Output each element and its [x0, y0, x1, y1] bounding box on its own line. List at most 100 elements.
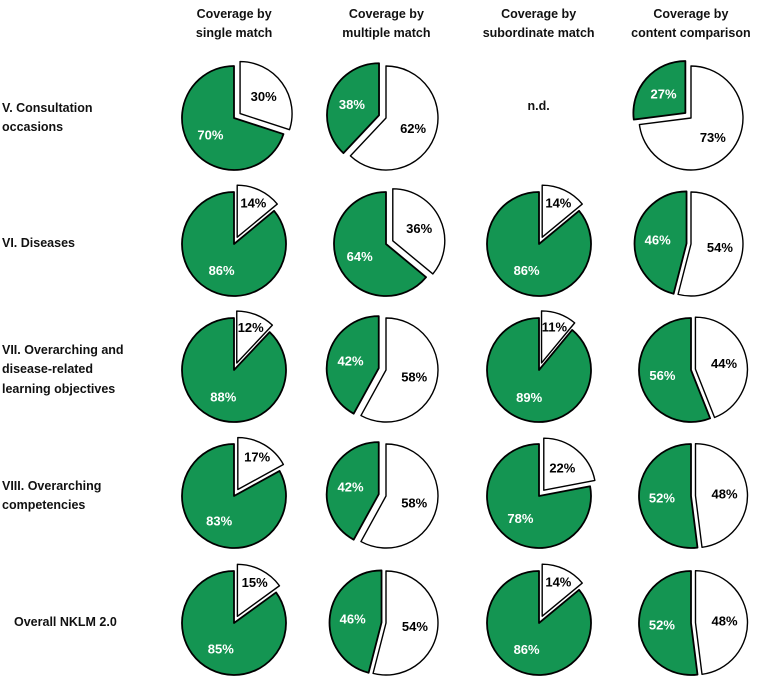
pie-r2c3: 86% 14% [463, 178, 615, 310]
pie-chart: 88% 12% [181, 310, 288, 423]
covered-percent-label: 46% [645, 232, 671, 247]
row-label: Overall NKLM 2.0 [0, 556, 158, 690]
not-covered-percent-label: 30% [251, 89, 277, 104]
not-covered-slice [541, 563, 583, 617]
covered-percent-label: 85% [208, 641, 234, 656]
pie-r1c1: 70% 30% [158, 52, 310, 184]
pie-chart: 86% 14% [485, 563, 592, 676]
covered-percent-label: 27% [650, 86, 676, 101]
not-covered-percent-label: 15% [242, 575, 268, 590]
row-label-line: occasions [2, 120, 64, 134]
covered-slice [485, 317, 592, 423]
covered-slice [637, 570, 699, 676]
row-label-line: V. Consultation [2, 100, 93, 115]
pie-r4c3: 78% 22% [463, 430, 615, 562]
covered-percent-label: 56% [649, 368, 675, 383]
not-covered-percent-label: 17% [244, 449, 270, 464]
covered-slice [633, 190, 688, 295]
covered-slice [181, 65, 285, 171]
row-label-line: disease-related [2, 362, 94, 377]
not-covered-percent-label: 54% [402, 619, 428, 634]
not-covered-slice [694, 443, 749, 549]
covered-percent-label: 70% [198, 128, 224, 143]
row-label-line: VI. Diseases [2, 236, 75, 251]
covered-percent-label: 78% [507, 511, 533, 526]
pie-chart: 86% 14% [181, 184, 288, 297]
not-covered-percent-label: 22% [549, 460, 575, 475]
covered-slice [485, 570, 592, 676]
pie-chart: 38% 62% [326, 62, 440, 171]
column-header-line: Coverage by [348, 7, 424, 21]
column-header-line: content comparison [631, 26, 751, 41]
column-header-line: Coverage by [501, 7, 577, 21]
pie-r5c1: 85% 15% [158, 556, 310, 690]
pie-chart: 46% 54% [633, 190, 744, 297]
pie-r5c3: 86% 14% [463, 556, 615, 690]
not-covered-slice [677, 191, 744, 297]
pie-chart: 70% 30% [181, 60, 293, 171]
not-covered-percent-label: 48% [711, 613, 737, 628]
covered-slice [181, 570, 287, 676]
covered-percent-label: 38% [339, 97, 365, 112]
not-covered-slice [360, 443, 440, 549]
not-covered-slice [239, 60, 293, 131]
covered-percent-label: 86% [209, 263, 235, 278]
covered-slice [181, 317, 288, 423]
pie-chart: 85% 15% [181, 563, 287, 676]
not-covered-slice [541, 184, 583, 238]
row-overarching-competencies: VIII. Overarching competencies 83% 17% 42… [0, 430, 767, 556]
pie-chart: 78% 22% [485, 437, 596, 549]
covered-slice [485, 191, 592, 297]
not-covered-percent-label: 14% [240, 195, 266, 210]
covered-slice [485, 443, 592, 549]
not-covered-slice [540, 310, 576, 364]
row-label-line: VIII. Overarching [2, 478, 102, 493]
not-covered-slice [694, 316, 748, 419]
pie-chart: 42% 58% [326, 441, 440, 549]
pie-r3c1: 88% 12% [158, 304, 310, 436]
row-label-line: learning objectives [2, 381, 116, 396]
row-overall-nklm: Overall NKLM 2.0 85% 15% 46% 54% 86% 14% 52… [0, 556, 767, 690]
column-header-content-comparison: Coverage by content comparison [615, 0, 767, 52]
covered-percent-label: 89% [516, 390, 542, 405]
pie-r1c3: n.d. [463, 52, 615, 184]
pie-r3c4: 56% 44% [615, 304, 767, 436]
not-covered-percent-label: 54% [707, 240, 733, 255]
not-covered-slice [236, 184, 279, 238]
covered-percent-label: 86% [513, 642, 539, 657]
pie-r2c2: 64% 36% [310, 178, 462, 310]
pie-chart: 64% 36% [333, 188, 446, 297]
pie-r1c2: 38% 62% [310, 52, 462, 184]
not-covered-percent-label: 58% [402, 496, 428, 511]
pie-chart: 27% 73% [632, 60, 744, 171]
corner-spacer [0, 0, 158, 52]
not-covered-percent-label: 48% [711, 486, 737, 501]
pie-chart: 86% 14% [485, 184, 592, 297]
row-diseases: VI. Diseases 86% 14% 64% 36% 86% 14% 46% 54% [0, 178, 767, 304]
covered-percent-label: 88% [210, 390, 236, 405]
covered-slice [326, 62, 381, 155]
row-label-line: VII. Overarching and [2, 342, 124, 357]
not-covered-slice [372, 570, 440, 676]
column-header-line: Coverage by [653, 7, 729, 21]
row-label: V. Consultation occasions [0, 52, 158, 184]
not-covered-percent-label: 36% [406, 221, 432, 236]
not-covered-percent-label: 12% [238, 320, 264, 335]
row-label: VII. Overarching and disease-related lea… [0, 304, 158, 436]
pie-r5c2: 46% 54% [310, 556, 462, 690]
not-covered-slice [694, 570, 749, 676]
covered-percent-label: 52% [649, 617, 675, 632]
pie-chart: 89% 11% [485, 310, 592, 423]
covered-percent-label: 86% [513, 263, 539, 278]
pie-chart: 46% 54% [329, 569, 440, 676]
column-headers: Coverage by single match Coverage by mul… [0, 0, 767, 52]
pie-r4c1: 83% 17% [158, 430, 310, 562]
row-label: VIII. Overarching competencies [0, 430, 158, 562]
not-covered-slice [237, 436, 285, 491]
pie-r4c2: 42% 58% [310, 430, 462, 562]
row-learning-objectives: VII. Overarching and disease-related lea… [0, 304, 767, 430]
row-label-line: Overall NKLM 2.0 [14, 615, 117, 630]
covered-slice [637, 443, 699, 549]
not-covered-percent-label: 73% [700, 130, 726, 145]
